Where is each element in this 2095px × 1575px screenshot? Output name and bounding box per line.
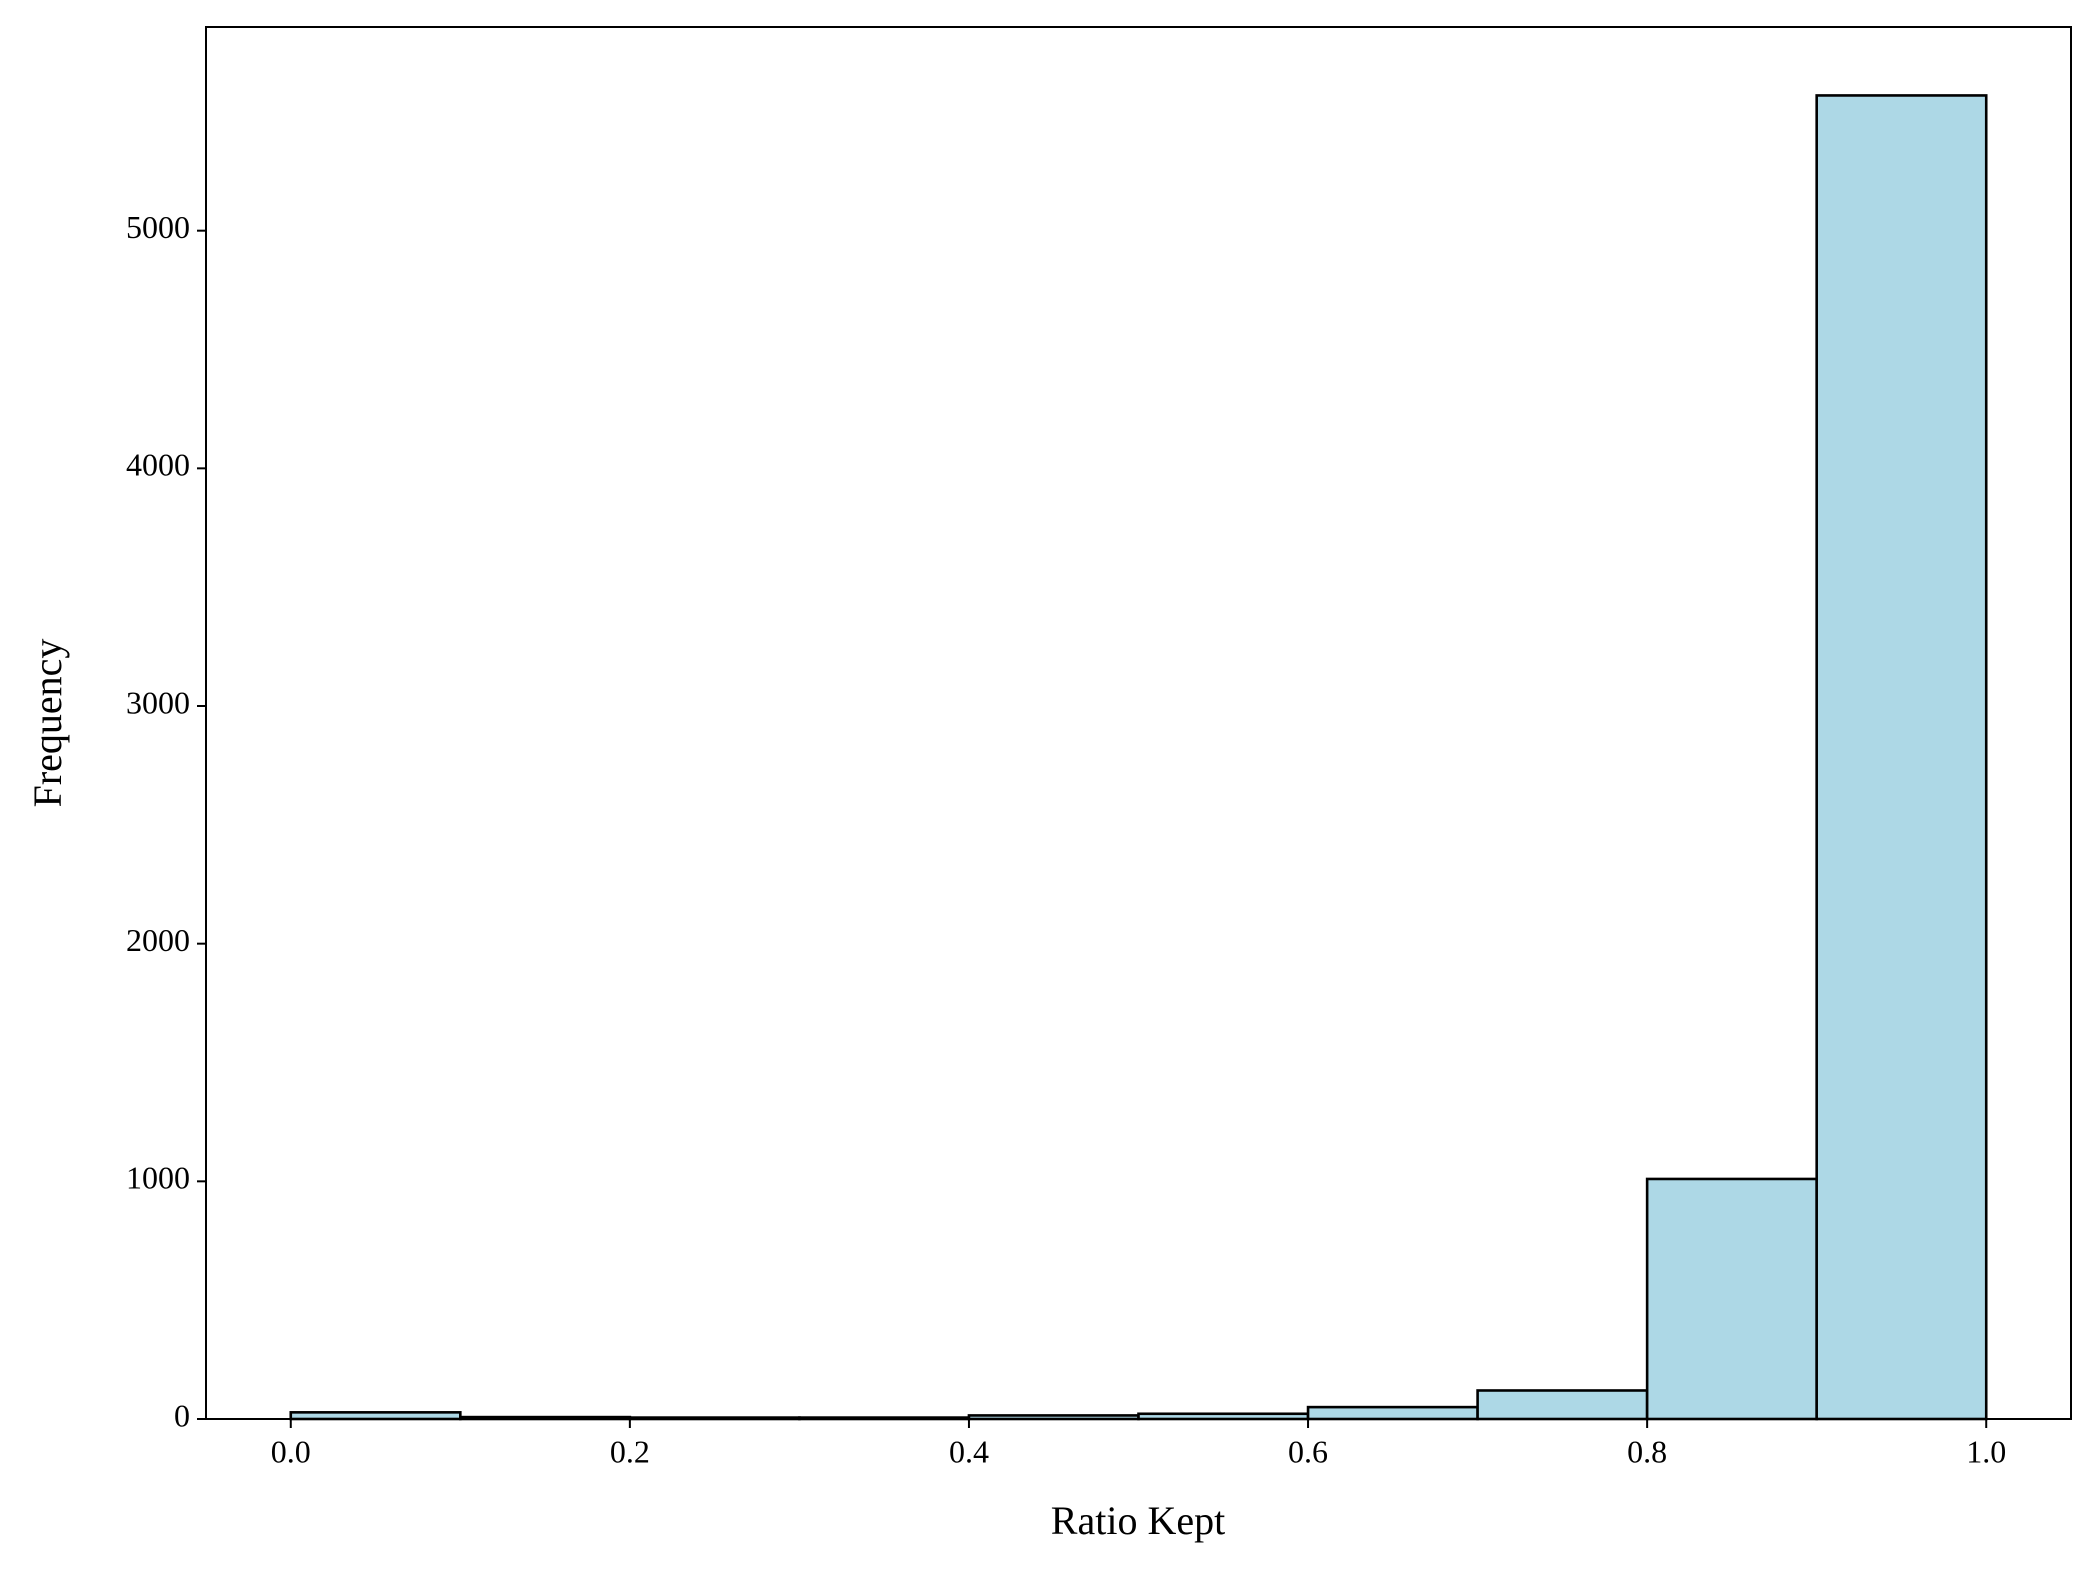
- y-tick-label: 1000: [126, 1160, 190, 1196]
- x-axis-label: Ratio Kept: [1051, 1498, 1225, 1543]
- y-tick-label: 5000: [126, 209, 190, 245]
- plot-frame: [205, 26, 2072, 1420]
- x-tick-label: 0.4: [949, 1433, 989, 1469]
- y-axis-label: Frequency: [25, 639, 70, 808]
- bar: [1476, 1389, 1649, 1421]
- y-tick-label: 2000: [126, 922, 190, 958]
- bar: [1306, 1405, 1479, 1421]
- x-tick-label: 0.0: [271, 1433, 311, 1469]
- y-tick-label: 0: [174, 1397, 190, 1433]
- x-tick-label: 1.0: [1966, 1433, 2006, 1469]
- y-tick-label: 3000: [126, 684, 190, 720]
- bar: [1815, 94, 1988, 1421]
- x-tick-label: 0.2: [610, 1433, 650, 1469]
- y-tick-label: 4000: [126, 447, 190, 483]
- x-tick-label: 0.8: [1627, 1433, 1667, 1469]
- x-tick-label: 0.6: [1288, 1433, 1328, 1469]
- bar: [1645, 1177, 1818, 1421]
